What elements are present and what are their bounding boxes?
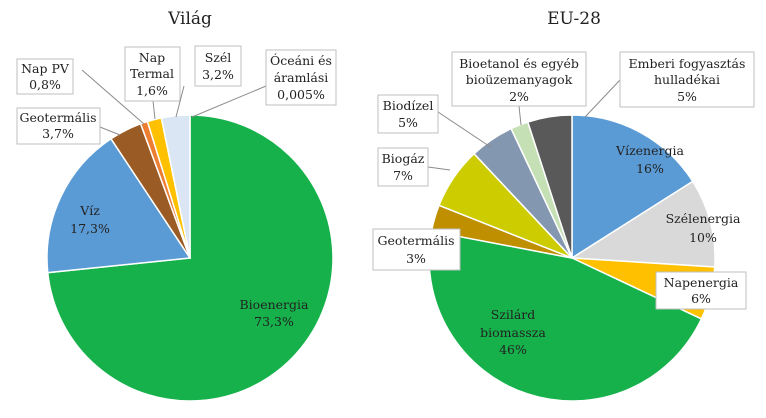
slice-label-name-biogaz: Biogáz [382, 151, 425, 166]
slice-label-name-napenergia: Napenergia [664, 275, 739, 290]
world-slice-szel [160, 114, 191, 259]
slice-label-value-nap-pv: 0,8% [29, 77, 61, 92]
slice-label-value-biogaz: 7% [393, 168, 413, 183]
callout-box-emberi [619, 51, 755, 108]
callout-box-geotermalis [16, 107, 101, 145]
slice-label-name1-oceani: Óceáni és [270, 52, 332, 68]
eu28-slice-vizenergia [571, 114, 694, 260]
slice-label-name1-emberi: Emberi fogyasztás [629, 56, 746, 71]
slice-label-name-geotermalis-eu: Geotermális [377, 233, 454, 248]
world-slice-viz [46, 137, 192, 274]
callout-box-geotermalis-eu [372, 228, 461, 271]
eu28-slice-szilard-biomassza [428, 230, 703, 402]
callout-box-nap-pv [16, 58, 74, 95]
slice-label-name-nap-pv: Nap PV [21, 61, 70, 76]
chart-title-world: Világ [167, 9, 212, 29]
slice-label-name2-emberi: hulladékai [654, 72, 720, 87]
slice-label-name-bioenergia: Bioenergia [240, 297, 310, 312]
slice-label-value-viz: 17,3% [70, 221, 110, 236]
slice-label-name-vizenergia: Vízenergia [615, 143, 684, 158]
chart-eu28: EU-28 Vízenergia 16% Szélenergia 10% Szi… [372, 9, 755, 402]
slice-label-value-oceani: 0,005% [277, 87, 325, 102]
eu28-slice-emberi-fogyasztas-hulladekai [526, 114, 573, 259]
slice-label-name2-oceani: áramlási [274, 70, 329, 85]
slice-label-value-biodizel: 5% [398, 115, 418, 130]
callout-box-nap-termal [124, 46, 181, 102]
slice-label-value-napenergia: 6% [691, 291, 711, 306]
slice-label-name1-nap-termal: Nap [139, 50, 165, 65]
callout-box-szel [194, 45, 242, 87]
slice-label-value-vizenergia: 16% [636, 161, 664, 176]
slice-label-name2-bioetanol: bioüzemanyagok [466, 72, 573, 87]
slice-label-value-szel: 3,2% [202, 67, 234, 82]
leader-line-nap-termal [152, 100, 156, 120]
slice-label-value-geotermalis: 3,7% [42, 126, 74, 141]
callout-box-oceani [265, 49, 337, 106]
callout-box-bioetanol [451, 51, 587, 107]
slice-label-name1-bioetanol: Bioetanol és egyéb [459, 56, 579, 71]
leader-line-biogaz [427, 166, 451, 171]
leader-line-geotermalis [99, 126, 121, 136]
slice-label-name2-nap-termal: Termal [130, 66, 174, 81]
slice-label-name-szel: Szél [205, 50, 232, 65]
eu28-slice-szelenergia [569, 180, 716, 268]
slice-label-name-szelenergia: Szélenergia [666, 211, 741, 226]
slices-eu28 [428, 114, 716, 402]
slices-world [46, 114, 334, 402]
slice-label-name2-szilard: biomassza [480, 325, 546, 340]
callout-box-biodizel [377, 94, 439, 134]
leader-line-emberi [584, 79, 621, 118]
leader-line-biodizel [437, 111, 493, 149]
slice-label-value-szelenergia: 10% [689, 230, 717, 245]
callout-box-napenergia [655, 271, 747, 310]
leader-line-oceani [191, 85, 267, 118]
slice-label-name-geotermalis: Geotermális [19, 110, 96, 125]
slice-label-value-szilard: 46% [499, 342, 527, 357]
slice-label-name-biodizel: Biodízel [383, 98, 434, 113]
slice-label-value-nap-termal: 1,6% [136, 83, 168, 98]
callout-box-biogaz [377, 147, 429, 187]
chart-world: Világ Bioenergia 73,3% Víz 17,3% Geoterm… [16, 9, 337, 402]
leader-line-bioetanol [518, 105, 522, 126]
slice-label-value-bioetanol: 2% [509, 89, 529, 104]
slice-label-value-bioenergia: 73,3% [254, 314, 294, 329]
slice-label-value-emberi: 5% [677, 89, 697, 104]
chart-title-eu28: EU-28 [547, 9, 601, 29]
slice-label-name-viz: Víz [79, 203, 100, 218]
slice-label-value-geotermalis-eu: 3% [406, 251, 426, 266]
leader-line-szel [175, 85, 185, 118]
leader-line-nap-pv [81, 69, 145, 125]
slice-label-name1-szilard: Szilárd [491, 307, 536, 322]
